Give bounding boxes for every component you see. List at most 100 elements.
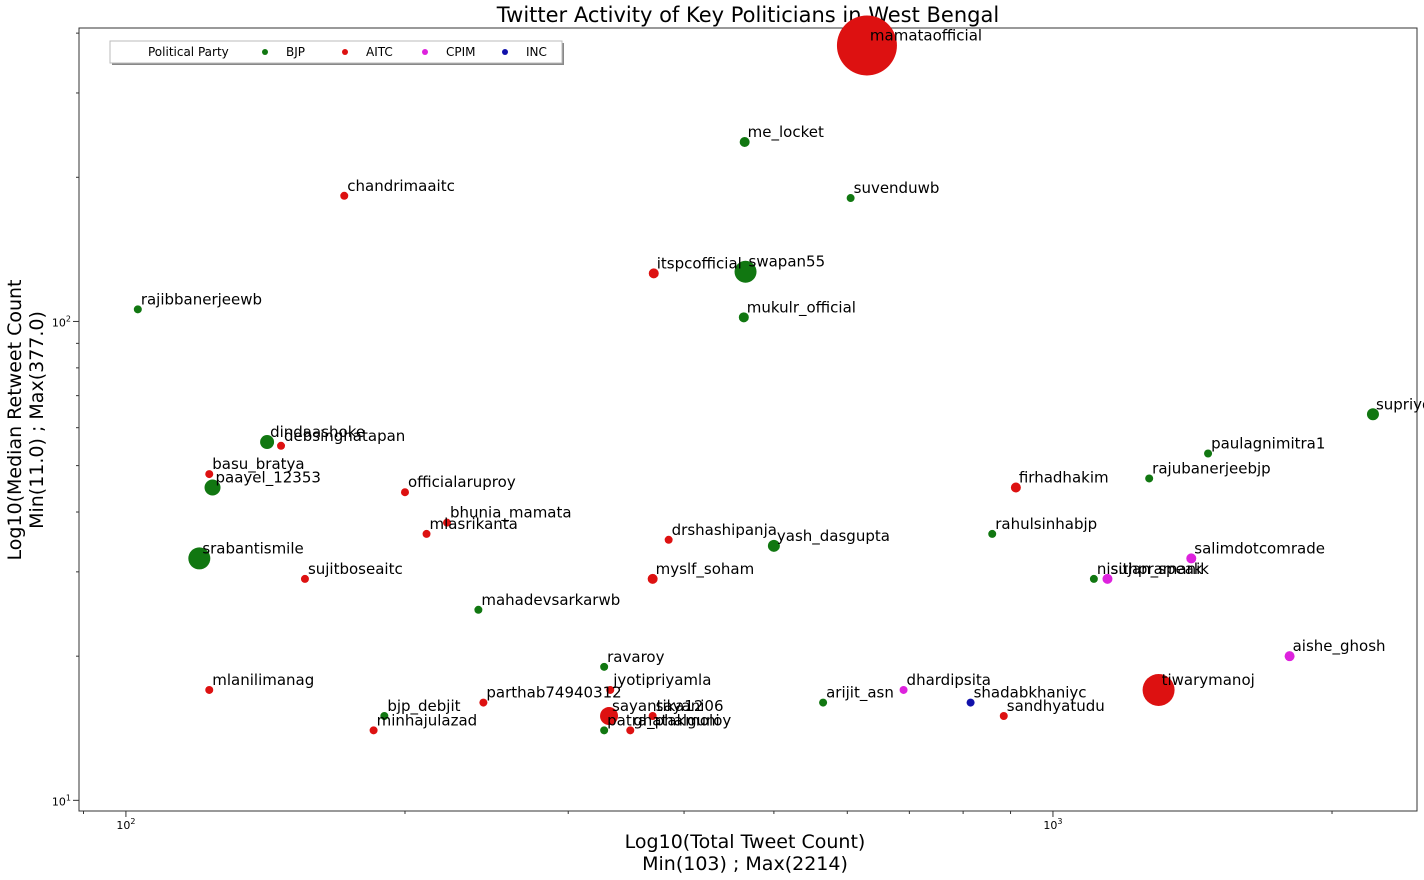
data-point — [988, 529, 997, 538]
x-tick-label: 103 — [1043, 817, 1062, 832]
point-label: rajubanerjeebjp — [1152, 459, 1270, 477]
point-label: bhunia_mamata — [450, 504, 572, 523]
point-label: paayel_12353 — [216, 469, 321, 488]
point-label: drshashipanja — [672, 521, 777, 539]
point-label: rahulsinhabjp — [995, 515, 1097, 533]
point-label: swapan55 — [749, 253, 826, 271]
data-point — [1186, 553, 1197, 564]
legend-box — [109, 40, 563, 64]
data-point — [1284, 651, 1295, 662]
point-label: firhadhakim — [1019, 469, 1109, 487]
point-label: officialaruproy — [408, 473, 516, 491]
point-label: mukulr_official — [747, 298, 856, 317]
point-label: ravaroy — [607, 648, 664, 666]
chart-title: Twitter Activity of Key Politicians in W… — [496, 3, 999, 27]
point-label: arijit_asn — [826, 684, 894, 703]
data-point — [369, 726, 378, 735]
data-point — [479, 698, 488, 707]
point-label: supriyobabul — [1376, 395, 1424, 413]
data-point — [899, 685, 908, 694]
point-label: parthab74940312 — [486, 684, 621, 702]
data-point — [188, 547, 211, 570]
data-point — [606, 685, 615, 694]
data-point — [1102, 573, 1113, 584]
data-point — [648, 268, 659, 279]
legend-label: BJP — [286, 45, 305, 59]
data-point — [400, 488, 409, 497]
point-label: minhajulazad — [377, 711, 478, 729]
data-point — [846, 194, 855, 203]
data-point — [626, 726, 635, 735]
point-label: rajibbanerjeewb — [141, 290, 262, 308]
point-label: chandrimaaitc — [347, 177, 455, 195]
data-point — [1010, 482, 1021, 493]
point-label: me_locket — [748, 123, 824, 142]
point-label: shadabkhaniyc — [974, 684, 1087, 702]
data-point — [664, 535, 673, 544]
x-tick-label: 102 — [116, 817, 135, 832]
data-point — [422, 529, 431, 538]
point-label: salimdotcomrade — [1194, 539, 1325, 557]
data-point — [1089, 574, 1098, 583]
plot-frame — [78, 27, 1418, 812]
point-label: sujitboseaitc — [308, 560, 403, 578]
legend-label: CPIM — [446, 45, 476, 59]
data-point — [1142, 673, 1175, 706]
point-label: basu_bratya — [212, 455, 304, 474]
data-point — [380, 712, 389, 721]
point-label: sujan_speak — [1110, 560, 1202, 579]
legend: Political Party BJP AITC CPIM INC — [109, 40, 564, 65]
y-axis-sublabel: Min(11.0) ; Max(377.0) — [26, 311, 48, 529]
point-label: aishe_ghosh — [1293, 637, 1386, 656]
point-label: dhardipsita — [907, 671, 991, 689]
data-point — [260, 435, 275, 450]
point-label: myslf_soham — [656, 560, 755, 579]
data-point — [442, 518, 451, 527]
x-axis-label: Log10(Total Tweet Count) — [625, 831, 866, 853]
point-label: jyotipriyamla — [612, 671, 711, 689]
data-point — [600, 707, 619, 726]
data-point — [966, 698, 975, 707]
legend-marker — [342, 49, 348, 55]
legend-marker — [262, 49, 268, 55]
data-point — [734, 260, 757, 283]
point-labels: mamataofficial me_locket chandrimaaitc suve… — [141, 26, 1424, 730]
data-point — [277, 441, 286, 450]
data-point — [1145, 474, 1154, 483]
data-point — [819, 698, 828, 707]
legend-marker — [502, 49, 508, 55]
data-point — [600, 726, 609, 735]
data-point — [205, 685, 214, 694]
data-point — [133, 305, 142, 314]
legend-marker — [422, 49, 428, 55]
point-label: ghatakmoloy — [633, 711, 731, 729]
legend-label: INC — [526, 45, 547, 59]
legend-label: AITC — [366, 45, 393, 59]
point-label: nisithpramanik — [1097, 560, 1209, 578]
point-label: bjp_debjit — [387, 697, 460, 716]
legend-title: Political Party — [148, 45, 229, 59]
data-point — [474, 605, 483, 614]
data-points — [133, 15, 1379, 735]
point-label: sayantika12 — [612, 697, 703, 715]
point-label: mlasrikanta — [430, 515, 518, 533]
y-tick-label: 101 — [52, 793, 71, 808]
point-label: sandhyatudu — [1007, 697, 1105, 715]
point-label: patra_phalguni — [607, 711, 720, 730]
data-point — [205, 470, 214, 479]
y-tick-label: 102 — [52, 314, 71, 329]
point-label: yash_dasgupta — [777, 527, 890, 546]
point-label: sayani06 — [656, 697, 724, 715]
point-label: itspcofficial — [657, 254, 742, 272]
point-label: mahadevsarkarwb — [481, 591, 620, 609]
data-point — [1366, 408, 1379, 421]
point-label: paulagnimitra1 — [1211, 434, 1325, 452]
data-point — [648, 712, 657, 721]
point-label: srabantismile — [202, 539, 303, 557]
data-point — [1204, 449, 1213, 458]
data-point — [204, 479, 221, 496]
data-point — [836, 15, 897, 76]
axis-ticks: 102 103 101 102 — [52, 32, 1333, 832]
data-point — [340, 191, 349, 200]
y-axis-label: Log10(Median Retweet Count — [4, 280, 26, 561]
